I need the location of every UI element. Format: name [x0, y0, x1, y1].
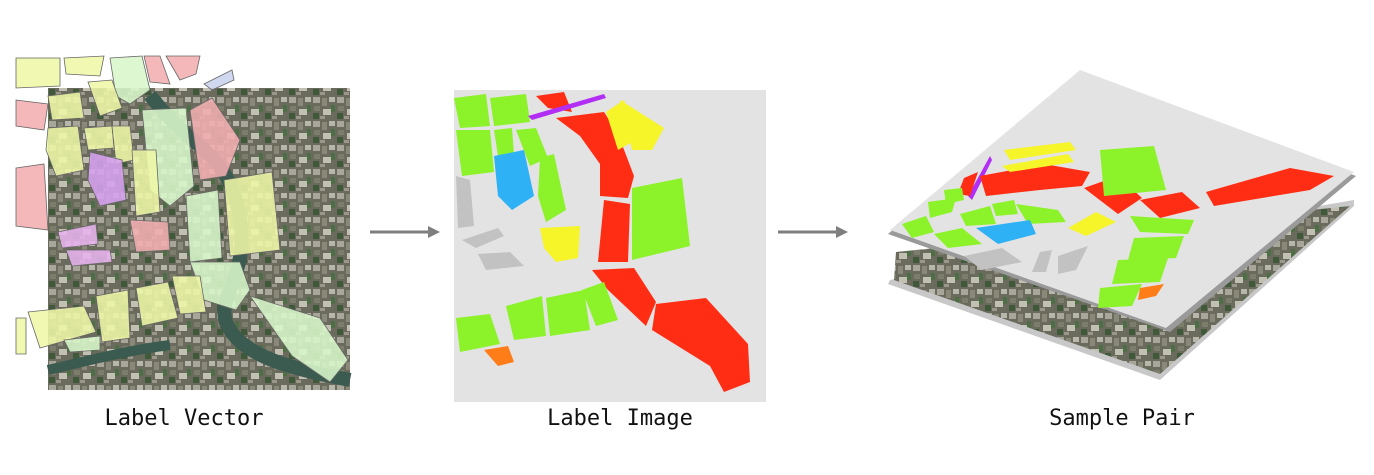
vector-polygons	[15, 55, 349, 383]
label-image-caption: Label Image	[547, 406, 693, 431]
label-vector-panel	[15, 55, 352, 390]
arrow-right-icon	[370, 226, 440, 238]
label-image-panel	[454, 90, 766, 402]
sample-label-regions	[902, 142, 1334, 308]
sample-pair-panel	[888, 70, 1356, 380]
river-lower	[46, 340, 171, 375]
arrow-right-icon	[778, 226, 848, 238]
label-vector-caption: Label Vector	[104, 406, 264, 431]
sample-pair-caption: Sample Pair	[1049, 406, 1195, 431]
label-regions	[454, 92, 750, 392]
